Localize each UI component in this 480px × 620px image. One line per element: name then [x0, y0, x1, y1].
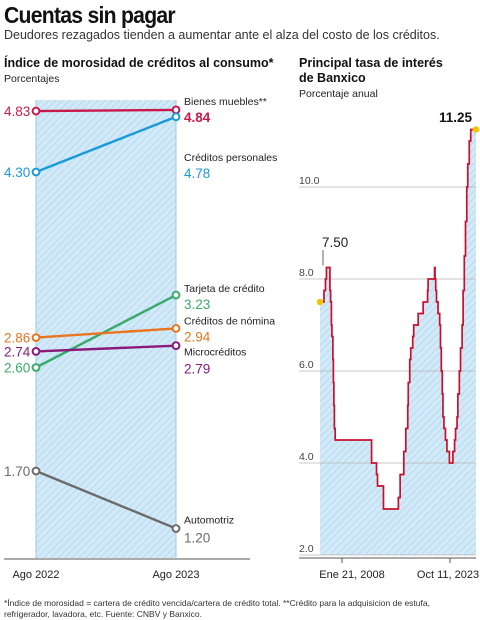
- end-value-creditos-personales: 4.78: [184, 166, 210, 181]
- point-end-tarjeta-de-credito: [171, 290, 181, 300]
- rate-start-label: 7.50: [322, 235, 348, 250]
- series-line-tarjeta-de-credito: [35, 293, 177, 369]
- x-tick-label: Ago 2022: [12, 569, 59, 581]
- subheadline: Deudores rezagados tienden a aumentar an…: [4, 28, 440, 42]
- point-end-automotriz: [171, 524, 181, 533]
- end-value-bienes-muebles: 4.84: [184, 110, 211, 125]
- point-end-bienes-muebles: [171, 105, 181, 115]
- start-value-bienes-muebles: 4.83: [4, 104, 30, 119]
- y-tick-label: 2.0: [299, 543, 314, 555]
- footnote: *Índice de morosidad = cartera de crédit…: [4, 598, 430, 619]
- point-end-microcreditos: [171, 341, 181, 351]
- series-name-automotriz: Automotriz: [184, 515, 234, 527]
- point-start-automotriz: [31, 466, 41, 476]
- left-chart-unit: Porcentajes: [4, 73, 60, 85]
- point-start-creditos-personales: [31, 167, 41, 177]
- series-line-automotriz: [35, 469, 177, 530]
- end-value-creditos-de-nomina: 2.94: [184, 329, 211, 344]
- point-start-tarjeta-de-credito: [31, 363, 41, 372]
- right-chart-title-line1: Principal tasa de interés: [299, 56, 443, 70]
- series-line-microcreditos: [35, 344, 177, 353]
- series-line-creditos-personales: [35, 115, 177, 174]
- end-value-automotriz: 1.20: [184, 531, 210, 546]
- rate-start-point: [316, 298, 324, 306]
- right-chart-title-line2: de Banxico: [299, 71, 366, 85]
- point-start-microcreditos: [31, 347, 41, 356]
- series-name-bienes-muebles: Bienes muebles**: [184, 96, 267, 108]
- series-name-microcreditos: Microcréditos: [184, 347, 246, 359]
- point-start-bienes-muebles: [31, 106, 41, 116]
- rate-end-point: [472, 126, 480, 133]
- y-tick-label: 10.0: [299, 175, 320, 187]
- start-value-automotriz: 1.70: [4, 464, 30, 479]
- y-tick-label: 8.0: [299, 267, 314, 279]
- x-tick-label: Ago 2023: [152, 569, 199, 581]
- headline: Cuentas sin pagar: [4, 2, 176, 28]
- end-value-microcreditos: 2.79: [184, 362, 210, 377]
- rate-area: [320, 129, 476, 555]
- y-tick-label: 6.0: [299, 359, 314, 371]
- start-value-creditos-personales: 4.30: [4, 165, 30, 180]
- rate-end-label: 11.25: [439, 110, 473, 125]
- start-value-microcreditos: 2.74: [4, 344, 31, 359]
- x-tick-label: Ene 21, 2008: [319, 569, 384, 581]
- start-value-creditos-de-nomina: 2.86: [4, 331, 30, 346]
- end-value-tarjeta-de-credito: 3.23: [184, 297, 210, 312]
- rate-line: [320, 128, 476, 510]
- point-end-creditos-personales: [171, 112, 181, 122]
- point-start-creditos-de-nomina: [31, 333, 41, 343]
- series-name-creditos-de-nomina: Créditos de nómina: [184, 315, 275, 327]
- series-name-tarjeta-de-credito: Tarjeta de crédito: [184, 283, 265, 295]
- left-chart-title: Índice de morosidad de créditos al consu…: [4, 56, 274, 70]
- start-value-tarjeta-de-credito: 2.60: [4, 361, 30, 376]
- slope-chart: Ago 2022 Ago 2023 4.83 Bienes muebles** 4.84…: [4, 96, 277, 581]
- series-line-creditos-de-nomina: [35, 327, 177, 339]
- point-end-creditos-de-nomina: [171, 324, 181, 333]
- series-line-bienes-muebles: [35, 108, 177, 113]
- right-chart-unit: Porcentaje anual: [299, 88, 378, 100]
- charts-canvas: Ago 2022 Ago 2023 4.83 Bienes muebles** 4.84…: [4, 96, 480, 581]
- rate-step-chart: 2.0 4.0 6.0 8.0 10.0 7.50 11.25 Ene 21, 2008 Oct…: [299, 110, 480, 581]
- x-tick-label: Oct 11, 2023: [417, 569, 479, 581]
- series-name-creditos-personales: Créditos personales: [184, 152, 277, 164]
- y-tick-label: 4.0: [299, 451, 314, 463]
